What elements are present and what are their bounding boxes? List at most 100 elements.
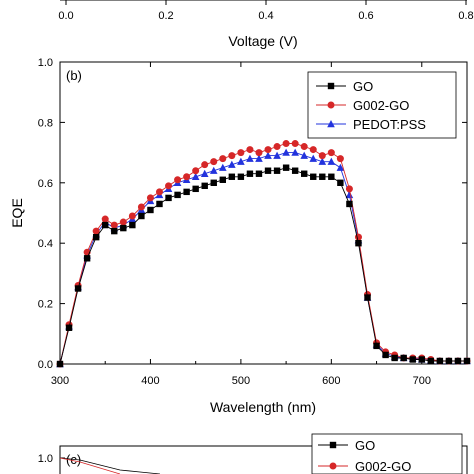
y-tick-label: 0.0: [38, 359, 53, 371]
bottom-legend-label: G002-GO: [355, 459, 411, 474]
data-point: [201, 182, 208, 190]
data-point: [264, 146, 272, 154]
data-point: [92, 227, 100, 235]
data-point: [155, 188, 163, 196]
x-tick-label: 400: [141, 375, 159, 387]
data-point: [101, 215, 109, 223]
data-point: [110, 221, 118, 229]
data-point: [382, 351, 389, 359]
data-point: [219, 155, 227, 163]
data-point: [345, 190, 354, 199]
bottom-legend: GO G002-GO: [318, 438, 411, 474]
data-point: [210, 179, 217, 186]
bottom-series-go: [59, 457, 161, 474]
bottom-legend-marker: [329, 441, 337, 449]
x-tick-label: 700: [413, 375, 431, 387]
data-point: [400, 354, 407, 362]
data-point: [318, 157, 327, 165]
top-panel-tick-labels: 0.0 0.2 0.4 0.6 0.8: [58, 0, 474, 22]
data-point: [301, 170, 308, 177]
legend-marker: [327, 101, 335, 109]
data-point: [192, 185, 199, 193]
data-point: [264, 167, 272, 174]
data-point: [165, 182, 173, 190]
series-line: [59, 143, 467, 365]
data-point: [228, 152, 236, 160]
bottom-panel-frame: [59, 445, 468, 474]
y-tick-label: 0.6: [38, 178, 53, 190]
legend-label: GO: [353, 79, 373, 94]
plot-frame: [59, 61, 468, 365]
data-point: [273, 143, 281, 151]
eqe-chart: 300 400 500 600 700 0.0 0.2 0.4 0.6 0.8 1.0 (b) W…: [9, 57, 471, 415]
bottom-y-tick-label: 1.0: [38, 453, 53, 465]
data-point: [255, 154, 263, 162]
data-point: [310, 173, 317, 180]
legend: GO G002-GO PEDOT:PSS: [307, 71, 457, 139]
data-point: [228, 173, 236, 180]
data-point: [373, 342, 380, 350]
data-point: [74, 285, 82, 292]
data-point: [300, 151, 308, 159]
data-point: [319, 173, 326, 180]
series-lines: [56, 140, 471, 368]
x-tick-label: 300: [51, 375, 69, 387]
data-point: [327, 157, 336, 165]
top-panel-x-tick-label: 0.2: [158, 10, 173, 22]
data-point: [246, 154, 254, 162]
data-point: [165, 194, 172, 202]
data-point: [364, 294, 371, 301]
data-point: [147, 206, 154, 214]
top-panel-x-tick-label: 0.0: [58, 10, 73, 22]
data-point: [354, 233, 362, 241]
data-point: [138, 212, 145, 220]
data-point: [309, 154, 318, 162]
data-point: [209, 166, 218, 174]
legend-marker: [327, 82, 335, 90]
data-point: [183, 173, 191, 181]
top-panel-x-tick-label: 0.6: [358, 10, 373, 22]
data-point: [200, 169, 209, 177]
legend-label: G002-GO: [353, 98, 409, 113]
data-point: [246, 146, 254, 154]
data-point: [409, 356, 416, 363]
series-line: [59, 152, 467, 365]
bottom-legend-marker: [329, 462, 337, 470]
data-point: [255, 170, 263, 177]
data-point: [454, 357, 462, 365]
x-axis-label: Wavelength (nm): [210, 399, 316, 415]
x-tick-label: 500: [232, 375, 250, 387]
data-point: [436, 357, 444, 365]
data-point: [336, 163, 345, 171]
top-panel-fragment: 0.0 0.2 0.4 0.6 0.8 Voltage (V): [58, 0, 474, 49]
bottom-legend-box: [311, 433, 463, 474]
data-point: [418, 356, 425, 363]
data-point: [219, 163, 227, 171]
series-go: [56, 164, 471, 368]
y-tick-label: 0.2: [38, 299, 53, 311]
data-point: [137, 203, 145, 211]
data-point: [463, 357, 471, 365]
data-point: [156, 200, 163, 208]
data-point: [345, 185, 353, 193]
x-axis-ticks: 300 400 500 600 700: [51, 62, 431, 387]
data-point: [56, 360, 64, 368]
data-point: [128, 212, 136, 220]
top-panel-x-tick-label: 0.4: [258, 10, 273, 22]
data-point: [237, 173, 245, 180]
data-point: [291, 148, 299, 156]
top-panel-x-axis-label: Voltage (V): [228, 33, 297, 49]
legend-marker: [327, 120, 335, 128]
data-point: [273, 167, 281, 174]
top-panel-x-tick-label: 0.8: [458, 10, 473, 22]
data-point: [219, 176, 226, 183]
data-point: [191, 172, 200, 180]
data-point: [327, 149, 335, 157]
data-point: [282, 140, 290, 148]
bottom-legend-label: GO: [355, 438, 375, 453]
data-point: [237, 157, 245, 165]
y-axis-ticks: 0.0 0.2 0.4 0.6 0.8 1.0: [38, 57, 467, 371]
data-point: [445, 357, 453, 365]
series-line: [59, 167, 467, 365]
